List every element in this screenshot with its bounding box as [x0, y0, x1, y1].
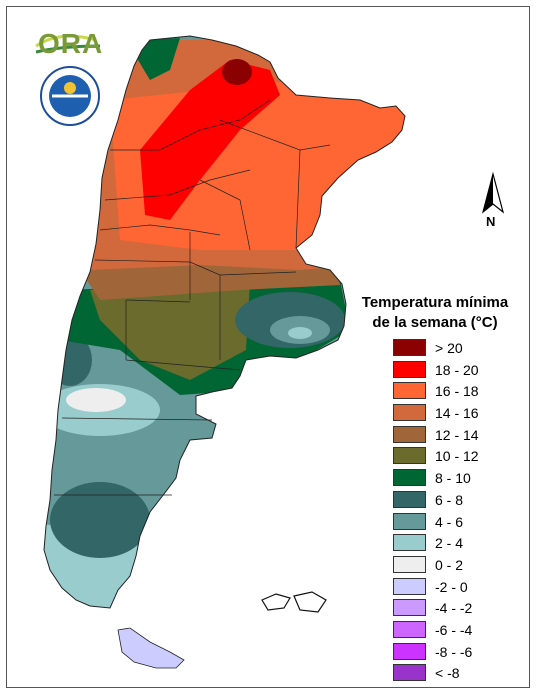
- legend-swatch: [393, 664, 426, 682]
- legend-label: 4 - 6: [435, 513, 464, 530]
- legend-swatch: [393, 599, 426, 617]
- legend-swatch: [393, 382, 426, 400]
- province-borders: [43, 35, 406, 609]
- legend-label: 8 - 10: [435, 470, 471, 487]
- legend-swatch: [393, 490, 426, 508]
- legend-label: 10 - 12: [435, 448, 479, 465]
- north-label: N: [486, 214, 496, 229]
- legend-title-line2: de la semana (°C): [372, 314, 498, 331]
- ora-logo-text: ORA: [38, 28, 104, 59]
- legend-swatch: [393, 360, 426, 378]
- legend-swatch: [393, 469, 426, 487]
- legend-label: 2 - 4: [435, 535, 464, 552]
- legend-swatch: [393, 425, 426, 443]
- legend-label: > 20: [435, 340, 463, 356]
- smn-seal-icon: [40, 66, 100, 126]
- legend-swatch: [393, 512, 426, 530]
- legend-swatch: [393, 642, 426, 660]
- legend-swatch: [393, 404, 426, 422]
- legend-label: -4 - -2: [435, 600, 473, 617]
- legend-label: 0 - 2: [435, 556, 464, 573]
- legend-label: -2 - 0: [435, 578, 468, 595]
- legend-label: 6 - 8: [435, 491, 464, 508]
- legend-swatch: [393, 447, 426, 465]
- ora-logo: [35, 34, 101, 54]
- legend-swatch: [393, 577, 426, 595]
- tierra-del-fuego: [117, 627, 185, 669]
- legend-title-line1: Temperatura mínima: [361, 294, 509, 311]
- legend-title: Temperatura mínima de la semana (°C): [340, 293, 530, 333]
- legend-swatch: [393, 555, 426, 573]
- legend-label: -8 - -6: [435, 643, 473, 660]
- legend-label: 12 - 14: [435, 426, 479, 443]
- legend-swatch: [393, 534, 426, 552]
- north-arrow-icon: [481, 171, 505, 214]
- legend-label: -6 - -4: [435, 621, 473, 638]
- legend-label: 16 - 18: [435, 383, 479, 400]
- legend-swatch: [393, 620, 426, 638]
- legend-swatch: [393, 339, 426, 356]
- malvinas-islands: [261, 591, 327, 613]
- legend-label: 14 - 16: [435, 405, 479, 422]
- legend-label: < -8: [435, 665, 460, 682]
- legend-label: 18 - 20: [435, 361, 479, 378]
